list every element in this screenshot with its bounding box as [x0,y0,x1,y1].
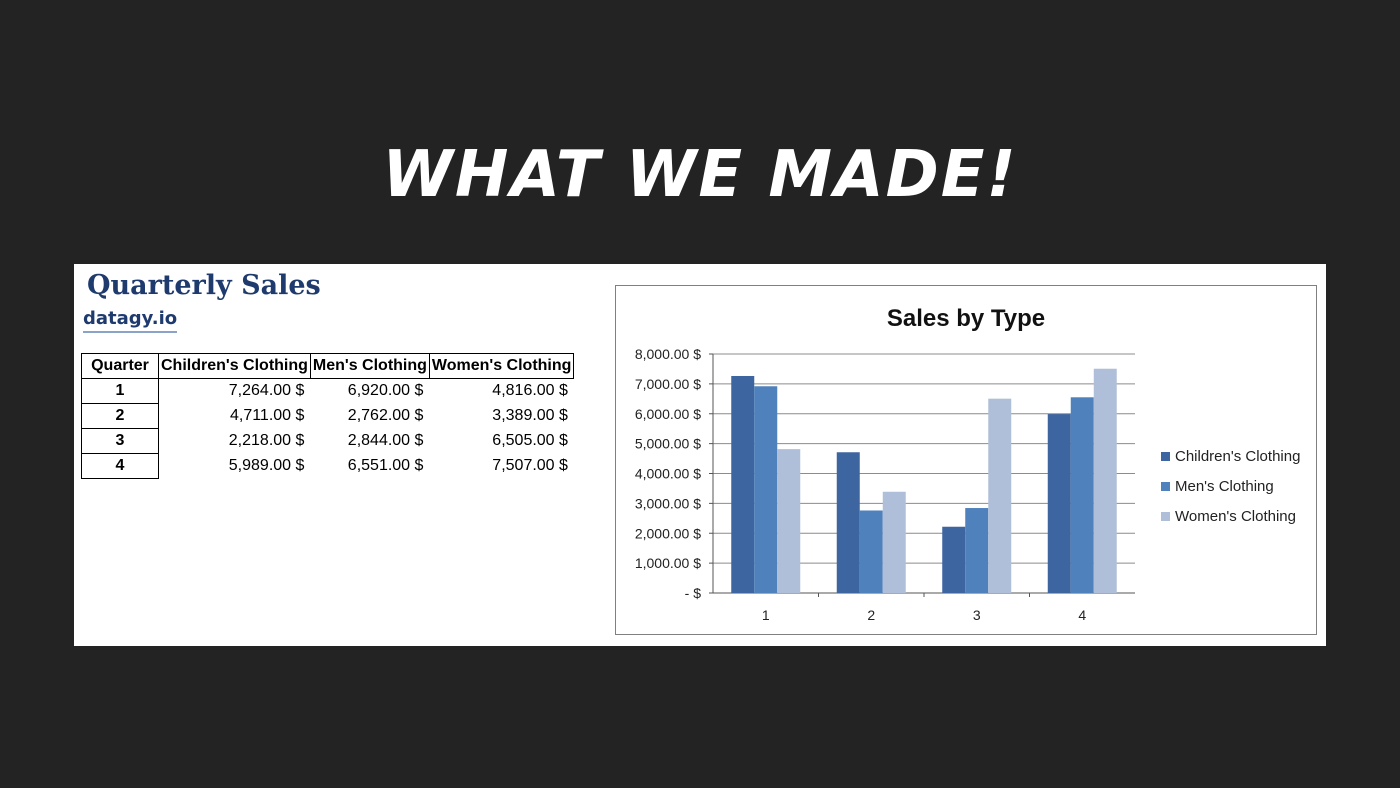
chart-legend: Children's Clothing Men's Clothing Women's… [1161,441,1300,531]
quarter-cell[interactable]: 1 [81,378,159,404]
legend-swatch [1161,481,1170,491]
y-tick-label: 8,000.00 $ [635,346,701,362]
spreadsheet-panel: Quarterly Sales datagy.io Quarter Childr… [74,264,1326,646]
womens-cell[interactable]: 3,389.00 $ [492,407,568,424]
header-womens: Women's Clothing [428,353,575,379]
bar [942,526,966,593]
childrens-cell[interactable]: 2,218.00 $ [228,432,305,449]
womens-cell[interactable]: 4,816.00 $ [492,382,568,400]
bar [777,449,801,593]
sales-chart[interactable]: Sales by Type - $ 1,000.00 $ 2,000.00 $ 3,00… [615,285,1317,635]
bar [988,398,1012,593]
slide-title: WHAT WE MADE! [382,138,1018,212]
y-tick-label: 7,000.00 $ [635,376,701,392]
legend-swatch [1161,511,1170,521]
legend-item: Men's Clothing [1161,471,1300,501]
table-row: 3 2,218.00 $ 2,844.00 $ 6,505.00 $ [81,428,574,454]
childrens-cell[interactable]: 7,264.00 $ [228,382,305,400]
sales-table: Quarter Children's Clothing Men's Clothi… [81,353,575,479]
header-quarter: Quarter [81,353,159,379]
bar [859,510,883,593]
bar [882,491,906,593]
legend-swatch [1161,451,1170,461]
x-tick-label: 2 [867,607,875,623]
table-row: 4 5,989.00 $ 6,551.00 $ 7,507.00 $ [81,453,574,479]
womens-cell[interactable]: 7,507.00 $ [492,457,568,474]
bar [731,375,755,593]
chart-title: Sales by Type [887,305,1045,332]
legend-item: Children's Clothing [1161,441,1300,471]
x-tick-label: 4 [1078,607,1086,623]
mens-cell[interactable]: 6,551.00 $ [347,457,424,474]
y-tick-label: 5,000.00 $ [635,436,701,452]
table-header-row: Quarter Children's Clothing Men's Clothi… [81,353,575,379]
bar [836,452,860,593]
childrens-cell[interactable]: 5,989.00 $ [228,457,305,474]
quarter-cell[interactable]: 3 [81,428,159,454]
bar [1093,368,1117,593]
bar [1070,397,1094,593]
sheet-subtitle-link[interactable]: datagy.io [83,308,178,333]
x-tick-label: 3 [973,607,981,623]
quarter-cell[interactable]: 2 [81,403,159,429]
legend-label: Women's Clothing [1175,507,1296,525]
legend-label: Men's Clothing [1175,477,1274,495]
x-tick-label: 1 [762,607,770,623]
legend-label: Children's Clothing [1175,447,1301,465]
header-mens: Men's Clothing [309,353,430,379]
quarter-cell[interactable]: 4 [81,453,159,479]
mens-cell[interactable]: 6,920.00 $ [347,382,424,400]
childrens-cell[interactable]: 4,711.00 $ [229,407,305,424]
y-tick-label: 1,000.00 $ [635,555,701,571]
legend-item: Women's Clothing [1161,501,1300,531]
sheet-title: Quarterly Sales [87,270,321,301]
bar [1047,414,1071,593]
y-tick-label: 2,000.00 $ [635,525,701,541]
y-tick-label: 6,000.00 $ [635,406,701,422]
y-tick-label: - $ [685,585,702,601]
y-tick-label: 3,000.00 $ [635,495,701,511]
table-row: 2 4,711.00 $ 2,762.00 $ 3,389.00 $ [81,403,574,429]
y-tick-label: 4,000.00 $ [635,466,701,482]
bar [965,508,989,593]
chart-canvas: Sales by Type - $ 1,000.00 $ 2,000.00 $ 3,00… [635,305,1135,623]
womens-cell[interactable]: 6,505.00 $ [492,432,568,449]
table-row: 1 7,264.00 $ 6,920.00 $ 4,816.00 $ [81,378,574,404]
bar [754,386,778,593]
mens-cell[interactable]: 2,844.00 $ [347,432,424,449]
mens-cell[interactable]: 2,762.00 $ [347,407,424,424]
header-childrens: Children's Clothing [158,353,311,379]
